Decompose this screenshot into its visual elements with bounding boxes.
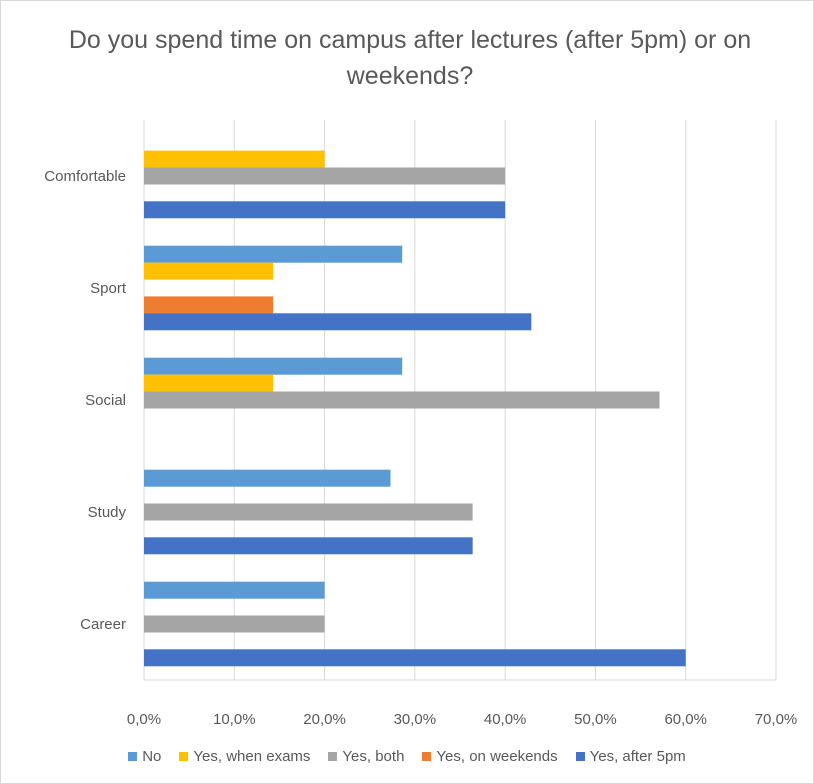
legend-item: Yes, when exams — [179, 748, 310, 765]
bar-sport-yes-after-5pm — [144, 313, 532, 331]
legend-label: Yes, when exams — [193, 748, 311, 765]
bar-career-yes-both — [144, 615, 325, 633]
x-tick-label: 60,0% — [664, 711, 707, 728]
x-tick-labels: 0,0% 10,0% 20,0% 30,0% 40,0% 50,0% 60,0% 70,0% — [127, 711, 797, 728]
x-tick-label: 50,0% — [574, 711, 617, 728]
legend-swatch — [422, 752, 432, 761]
x-tick-label: 10,0% — [213, 711, 256, 728]
category-label: Social — [85, 392, 126, 409]
legend-label: No — [142, 748, 162, 765]
category-label: Comfortable — [44, 168, 126, 185]
bar-career-no — [144, 581, 325, 599]
bar-sport-yes-on-weekends — [144, 296, 274, 314]
bar-career-yes-after-5pm — [144, 649, 686, 667]
legend: No Yes, when exams Yes, both Yes, on weeken… — [0, 748, 814, 765]
legend-label: Yes, on weekends — [436, 748, 558, 765]
bar-sport-yes-when-exams — [144, 262, 274, 280]
legend-item: Yes, after 5pm — [575, 748, 686, 765]
chart-title: Do you spend time on campus after lectur… — [68, 26, 752, 90]
bar-social-yes-when-exams — [144, 374, 274, 392]
x-tick-label: 30,0% — [394, 711, 437, 728]
x-tick-label: 40,0% — [484, 711, 527, 728]
x-tick-label: 20,0% — [303, 711, 346, 728]
legend-item: No — [128, 748, 161, 765]
category-label: Study — [88, 504, 127, 521]
legend-label: Yes, after 5pm — [589, 748, 686, 765]
bar-social-yes-both — [144, 391, 660, 409]
category-label: Career — [80, 616, 126, 633]
legend-item: Yes, on weekends — [422, 748, 558, 765]
x-tick-label: 70,0% — [755, 711, 798, 728]
bar-social-no — [144, 357, 403, 375]
bar-comfortable-yes-when-exams — [144, 150, 325, 168]
bar-sport-no — [144, 245, 403, 263]
bar-comfortable-yes-both — [144, 167, 506, 185]
bar-study-yes-after-5pm — [144, 537, 473, 555]
legend-swatch — [575, 752, 585, 761]
bars — [144, 150, 686, 667]
bar-study-no — [144, 469, 391, 487]
legend-swatch — [128, 752, 138, 761]
legend-swatch — [179, 752, 189, 761]
category-labels: Comfortable Sport Social Study Career — [44, 168, 127, 633]
bar-comfortable-yes-after-5pm — [144, 201, 506, 219]
legend-label: Yes, both — [342, 748, 405, 765]
x-tick-label: 0,0% — [127, 711, 161, 728]
category-label: Sport — [90, 280, 127, 297]
bar-study-yes-both — [144, 503, 473, 521]
legend-swatch — [328, 752, 338, 761]
legend-item: Yes, both — [328, 748, 404, 765]
